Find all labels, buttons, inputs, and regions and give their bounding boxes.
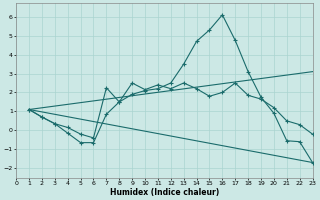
X-axis label: Humidex (Indice chaleur): Humidex (Indice chaleur) <box>110 188 219 197</box>
